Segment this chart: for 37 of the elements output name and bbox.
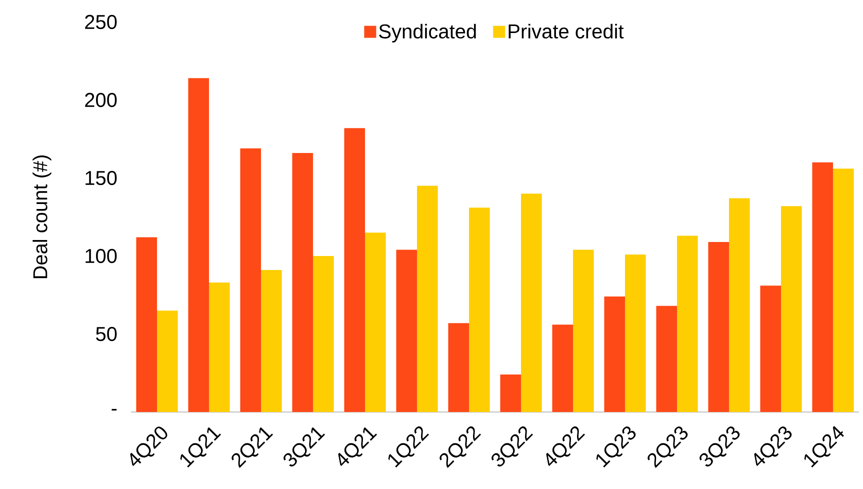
bar xyxy=(448,323,470,412)
bar xyxy=(209,282,230,412)
y-tick-label: - xyxy=(112,408,117,411)
bar xyxy=(625,254,646,412)
bar xyxy=(417,186,438,412)
bar xyxy=(240,148,261,412)
bar xyxy=(833,168,854,412)
bar xyxy=(677,236,698,412)
bar xyxy=(136,237,157,412)
legend-label: Private credit xyxy=(508,24,624,39)
bar xyxy=(573,250,594,412)
bar xyxy=(365,232,386,412)
bar xyxy=(604,296,626,412)
bar xyxy=(521,194,542,412)
y-tick-label: 200 xyxy=(85,92,117,108)
y-tick-label: 250 xyxy=(85,14,117,30)
bar xyxy=(188,78,209,412)
y-tick-label: 50 xyxy=(96,326,117,342)
bar xyxy=(552,324,574,412)
bar xyxy=(313,256,334,412)
bar xyxy=(656,306,678,412)
bar xyxy=(500,374,522,412)
bar xyxy=(708,242,730,412)
bar xyxy=(469,208,490,412)
bar xyxy=(729,198,750,412)
legend-label: Syndicated xyxy=(379,24,476,42)
bar xyxy=(781,206,802,412)
bar xyxy=(157,310,178,412)
bar xyxy=(812,162,834,412)
bar xyxy=(344,128,366,412)
bar xyxy=(261,270,282,412)
y-axis-title: Deal count (#) xyxy=(32,155,52,278)
y-tick-label: 100 xyxy=(86,248,117,264)
y-tick-label: 150 xyxy=(86,170,117,186)
bar xyxy=(396,250,418,412)
bar xyxy=(760,286,782,412)
bar xyxy=(292,153,314,412)
